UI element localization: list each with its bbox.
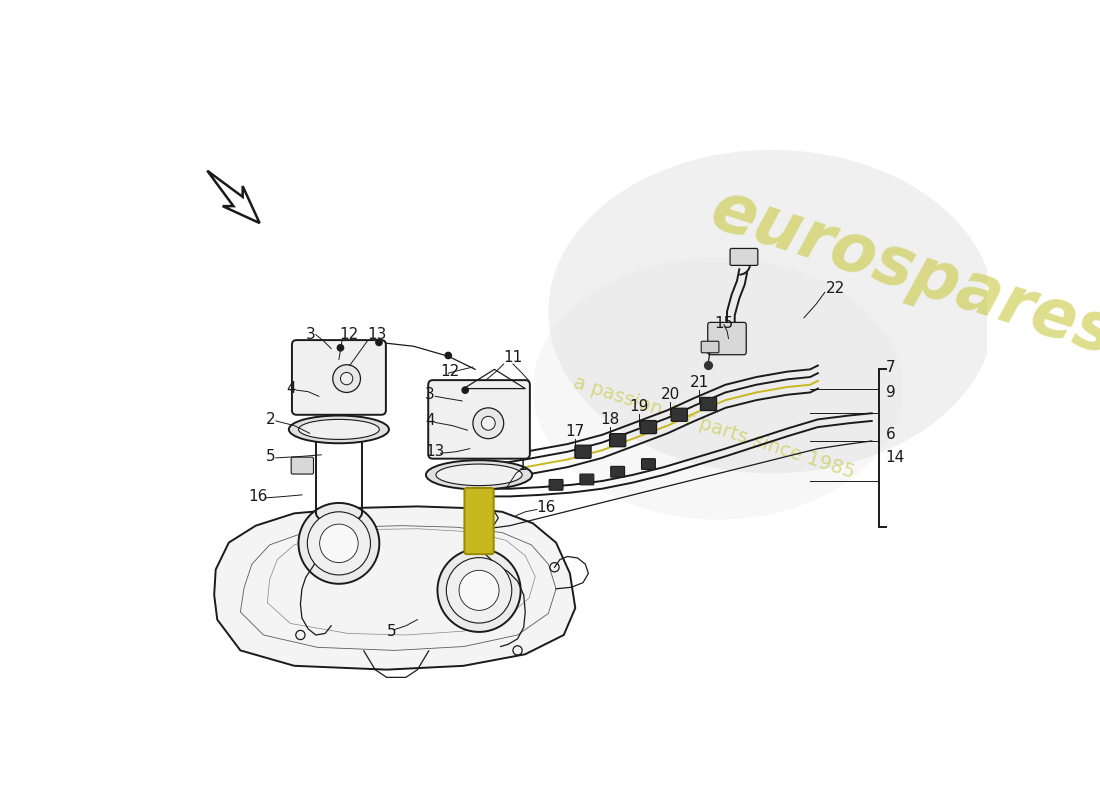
Text: 5: 5 [266,449,275,464]
FancyBboxPatch shape [701,398,716,410]
Text: 3: 3 [306,327,316,342]
Text: 16: 16 [537,501,557,515]
Text: 17: 17 [565,424,585,438]
Circle shape [482,416,495,430]
FancyBboxPatch shape [549,479,563,490]
Ellipse shape [436,464,522,486]
Ellipse shape [320,524,359,562]
Ellipse shape [298,419,380,439]
Circle shape [473,408,504,438]
FancyBboxPatch shape [292,457,313,474]
FancyBboxPatch shape [464,488,494,554]
Text: 16: 16 [249,489,267,504]
Circle shape [375,338,383,346]
Text: 21: 21 [690,375,708,390]
Text: 14: 14 [886,450,905,466]
Ellipse shape [548,150,996,474]
Text: 3: 3 [425,387,435,402]
Text: 22: 22 [825,281,845,296]
Ellipse shape [534,258,902,519]
FancyBboxPatch shape [707,322,746,354]
Text: 13: 13 [367,327,387,342]
Ellipse shape [438,549,520,632]
Text: 1: 1 [517,458,527,473]
FancyBboxPatch shape [292,340,386,414]
FancyBboxPatch shape [701,342,719,353]
Text: eurospares: eurospares [703,177,1100,370]
Ellipse shape [447,558,512,623]
FancyBboxPatch shape [428,380,530,458]
Polygon shape [214,506,575,670]
FancyBboxPatch shape [671,408,688,422]
FancyBboxPatch shape [575,445,591,458]
Text: 20: 20 [660,387,680,402]
FancyBboxPatch shape [610,466,625,477]
Text: 5: 5 [387,624,396,638]
Polygon shape [207,170,260,223]
Text: 19: 19 [629,399,649,414]
FancyBboxPatch shape [609,434,626,446]
Text: 15: 15 [714,316,733,330]
Text: 2: 2 [266,412,275,427]
Text: 9: 9 [886,385,895,400]
Text: 18: 18 [601,412,619,427]
Text: 12: 12 [339,327,359,342]
Text: 4: 4 [425,414,435,429]
Ellipse shape [289,415,389,443]
Circle shape [341,373,353,385]
Text: a passion for parts since 1985: a passion for parts since 1985 [572,373,858,482]
Circle shape [332,365,361,393]
Circle shape [704,361,713,370]
Circle shape [444,352,452,359]
Ellipse shape [307,512,371,575]
Ellipse shape [459,570,499,610]
Circle shape [337,344,344,352]
Text: 7: 7 [886,359,895,374]
Text: 12: 12 [440,364,460,379]
Ellipse shape [426,460,532,490]
Circle shape [461,386,469,394]
FancyBboxPatch shape [730,249,758,266]
FancyBboxPatch shape [580,474,594,485]
FancyBboxPatch shape [641,458,656,470]
Text: 11: 11 [504,350,522,366]
Text: 13: 13 [425,444,444,459]
Text: 6: 6 [886,427,895,442]
FancyBboxPatch shape [640,421,657,434]
Ellipse shape [298,503,380,584]
Text: 4: 4 [286,381,296,396]
